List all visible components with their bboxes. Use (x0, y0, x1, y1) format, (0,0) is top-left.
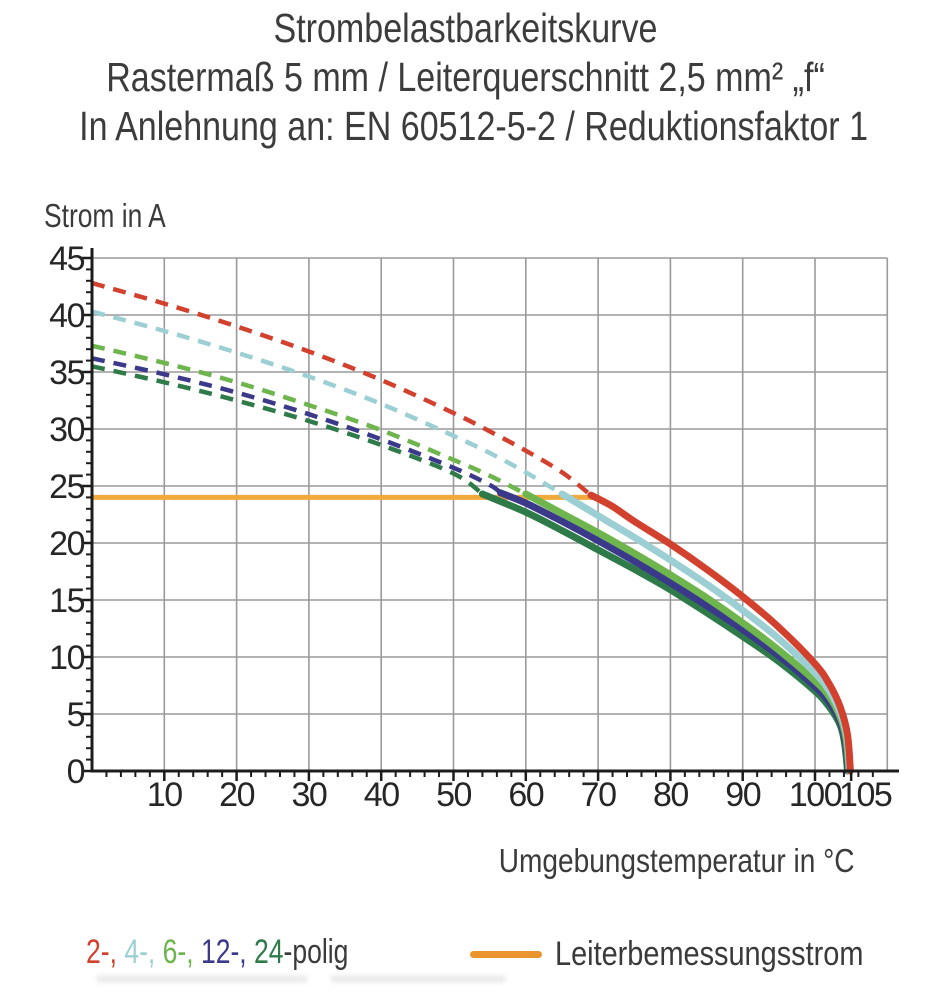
y-tick-label: 10 (49, 639, 84, 677)
faint-watermark-right (330, 975, 506, 983)
x-tick-label: 50 (436, 776, 471, 814)
x-tick-label: 80 (653, 776, 688, 814)
y-tick-label: 15 (49, 582, 84, 620)
title-line-3: In Anlehnung an: EN 60512-5-2 / Reduktio… (79, 103, 869, 149)
x-tick-label: 60 (508, 776, 543, 814)
x-tick-label: 40 (364, 776, 399, 814)
y-tick-label: 5 (67, 696, 85, 734)
x-tick-label: 10 (147, 776, 182, 814)
y-tick-label: 35 (49, 354, 84, 392)
y-tick-label: 25 (49, 468, 84, 506)
x-tick-label: 20 (219, 776, 254, 814)
faint-watermark-left (96, 975, 308, 983)
x-tick-label: 30 (291, 776, 326, 814)
rated-current-line-swatch (470, 950, 542, 958)
rated-current-label: Leiterbemessungsstrom (555, 934, 864, 973)
x-axis-title: Umgebungstemperatur in °C (499, 842, 855, 879)
legend-pole-item: -polig (283, 933, 349, 971)
legend-pole-item: 24 (254, 933, 284, 971)
title-line-2: Rastermaß 5 mm / Leiterquerschnitt 2,5 m… (106, 54, 825, 100)
x-tick-label: 90 (725, 776, 760, 814)
chart-title: Strombelastbarkeitskurve Rastermaß 5 mm … (0, 4, 931, 151)
legend-pole-item: 6-, (162, 933, 201, 971)
title-line-1: Strombelastbarkeitskurve (273, 5, 658, 51)
legend-pole-item: 2-, (86, 933, 125, 971)
legend-poles: 2-, 4-, 6-, 12-, 24-polig (86, 933, 348, 972)
legend-pole-item: 4-, (124, 933, 163, 971)
series-solid-24-polig (478, 490, 851, 775)
series-dashed-12-polig (91, 356, 502, 495)
y-tick-label: 30 (49, 411, 84, 449)
y-tick-label: 20 (49, 525, 84, 563)
x-tick-label: 105 (839, 776, 892, 814)
series-dashed-4-polig (91, 309, 564, 496)
series-dashed-6-polig (91, 343, 527, 496)
x-tick-label: 100 (789, 776, 842, 814)
legend-rated-current: Leiterbemessungsstrom (470, 933, 918, 975)
series-solid-2-polig (587, 491, 854, 775)
y-tick-label: 0 (67, 753, 85, 791)
y-tick-label: 45 (49, 240, 84, 278)
series-solid-12-polig (497, 489, 852, 775)
series-dashed-24-polig (91, 364, 484, 496)
x-tick-label: 70 (581, 776, 616, 814)
y-tick-label: 40 (49, 297, 84, 335)
legend-pole-item: 12-, (200, 933, 255, 971)
y-axis-title: Strom in A (44, 197, 166, 234)
